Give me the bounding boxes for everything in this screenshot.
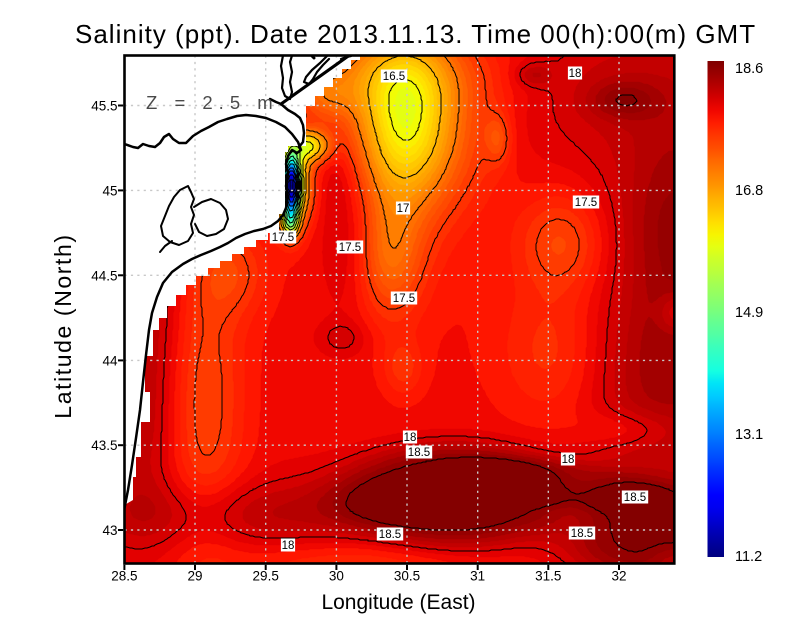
svg-text:Latitude (North): Latitude (North) — [50, 233, 76, 418]
svg-text:18: 18 — [282, 540, 295, 552]
svg-text:Longitude (East): Longitude (East) — [321, 591, 475, 614]
svg-text:29: 29 — [187, 569, 202, 584]
svg-text:Salinity (ppt). Date 2013.11.1: Salinity (ppt). Date 2013.11.13. Time 00… — [75, 19, 756, 49]
svg-text:17.5: 17.5 — [339, 242, 361, 254]
svg-text:18: 18 — [404, 432, 417, 444]
svg-text:18: 18 — [562, 454, 575, 466]
svg-text:16.8: 16.8 — [735, 183, 763, 199]
svg-text:43.5: 43.5 — [91, 438, 117, 453]
svg-text:45.5: 45.5 — [91, 99, 117, 114]
svg-text:31.5: 31.5 — [535, 569, 561, 584]
svg-text:17.5: 17.5 — [393, 293, 415, 305]
svg-text:44: 44 — [102, 353, 118, 368]
svg-text:17: 17 — [397, 203, 410, 215]
svg-text:29.5: 29.5 — [253, 569, 279, 584]
svg-text:30: 30 — [329, 569, 344, 584]
svg-text:31: 31 — [470, 569, 485, 584]
svg-text:45: 45 — [102, 183, 117, 198]
svg-text:Z = 2.5 m: Z = 2.5 m — [146, 92, 279, 113]
svg-text:32: 32 — [611, 569, 626, 584]
svg-text:18.5: 18.5 — [624, 492, 646, 504]
svg-text:11.2: 11.2 — [735, 549, 762, 565]
svg-text:30.5: 30.5 — [394, 569, 420, 584]
svg-text:28.5: 28.5 — [111, 569, 137, 584]
svg-text:17.5: 17.5 — [272, 232, 294, 244]
svg-text:18.5: 18.5 — [408, 447, 430, 459]
svg-text:18.5: 18.5 — [379, 529, 401, 541]
svg-text:14.9: 14.9 — [735, 305, 763, 321]
svg-text:18: 18 — [569, 68, 582, 80]
svg-text:18.5: 18.5 — [571, 528, 593, 540]
svg-text:43: 43 — [102, 523, 117, 538]
svg-text:18.6: 18.6 — [735, 61, 763, 77]
svg-text:13.1: 13.1 — [735, 427, 763, 443]
svg-text:17.5: 17.5 — [575, 197, 597, 209]
svg-text:44.5: 44.5 — [91, 268, 117, 283]
svg-text:16.5: 16.5 — [383, 71, 405, 83]
